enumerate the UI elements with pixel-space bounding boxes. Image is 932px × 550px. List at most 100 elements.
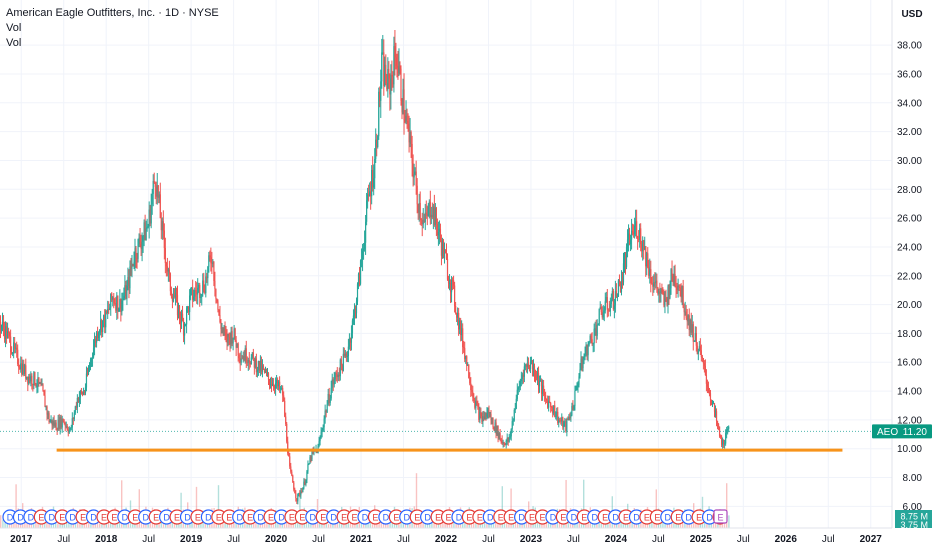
dividend-marker-icon[interactable]: D bbox=[399, 509, 415, 525]
svg-text:E: E bbox=[247, 513, 253, 523]
svg-text:E: E bbox=[644, 513, 650, 523]
candle-body bbox=[462, 328, 464, 348]
candle-body bbox=[333, 379, 335, 385]
dividend-marker-icon[interactable]: D bbox=[65, 509, 81, 525]
candle-body bbox=[5, 326, 8, 339]
candle-body bbox=[589, 335, 591, 342]
candle-body bbox=[621, 280, 624, 283]
candle-body bbox=[486, 413, 488, 417]
candle-body bbox=[83, 391, 86, 393]
time-tick-label: 2026 bbox=[775, 534, 798, 545]
candle-body bbox=[158, 194, 160, 198]
candle-body bbox=[56, 430, 58, 431]
candle-body bbox=[344, 353, 346, 356]
candle-body bbox=[419, 203, 421, 219]
candle-body bbox=[224, 328, 226, 333]
candle-body bbox=[41, 384, 43, 386]
earnings-marker-icon[interactable]: E bbox=[294, 509, 310, 525]
candle-body bbox=[530, 360, 533, 363]
candle-body bbox=[381, 52, 383, 82]
candle-body bbox=[84, 387, 87, 393]
candle-body bbox=[551, 406, 553, 408]
volume-bar bbox=[717, 520, 719, 528]
candle-body bbox=[715, 411, 718, 422]
candle-body bbox=[456, 312, 458, 318]
candle-body bbox=[179, 317, 182, 323]
candle-body bbox=[431, 214, 433, 218]
candle-body bbox=[346, 356, 348, 357]
candle-body bbox=[132, 263, 134, 265]
candle-body bbox=[719, 436, 722, 437]
volume-bar bbox=[239, 523, 242, 528]
candle-body bbox=[490, 414, 492, 421]
dividend-marker-icon[interactable]: D bbox=[357, 509, 373, 525]
candle-body bbox=[515, 398, 517, 409]
candle-body bbox=[647, 253, 649, 268]
candle-body bbox=[577, 384, 579, 386]
volume-bar bbox=[662, 519, 664, 528]
svg-text:D: D bbox=[706, 513, 713, 523]
candle-body bbox=[377, 136, 379, 147]
dividend-marker-icon[interactable]: D bbox=[587, 509, 603, 525]
earnings-marker-icon[interactable]: E bbox=[639, 509, 655, 525]
svg-text:E: E bbox=[195, 513, 201, 523]
candle-body bbox=[389, 78, 391, 95]
dividend-marker-icon[interactable]: D bbox=[23, 509, 39, 525]
volume-bar bbox=[455, 522, 457, 528]
earnings-marker-icon[interactable]: E bbox=[493, 509, 509, 525]
candle-body bbox=[238, 355, 240, 359]
candle-body bbox=[699, 346, 701, 351]
candle-body bbox=[401, 100, 403, 113]
candle-body bbox=[48, 413, 50, 423]
candle-body bbox=[639, 228, 641, 240]
candle-body bbox=[125, 285, 127, 299]
candle-body bbox=[0, 325, 3, 330]
svg-text:D: D bbox=[665, 513, 672, 523]
candle-body bbox=[148, 209, 150, 227]
candle-body bbox=[113, 297, 115, 304]
candle-body bbox=[71, 418, 73, 428]
volume-bar bbox=[266, 522, 268, 528]
earnings-marker-icon[interactable]: E bbox=[576, 509, 592, 525]
earnings-marker-icon[interactable]: E bbox=[367, 509, 384, 525]
candle-body bbox=[698, 346, 700, 351]
candle-body bbox=[660, 288, 662, 293]
candle-body bbox=[672, 275, 674, 283]
volume-bar bbox=[649, 520, 651, 528]
candle-body bbox=[387, 69, 389, 90]
candle-body bbox=[226, 335, 228, 343]
earnings-marker-icon[interactable]: E bbox=[618, 509, 634, 525]
candle-body bbox=[117, 295, 119, 312]
candle-body bbox=[292, 475, 294, 483]
volume-bar bbox=[385, 522, 387, 528]
volume-indicator-label[interactable]: Vol bbox=[6, 37, 22, 49]
candle-body bbox=[321, 430, 323, 433]
candle-body bbox=[391, 74, 393, 77]
candle-body bbox=[187, 306, 189, 309]
candle-body bbox=[591, 339, 593, 345]
dividend-marker-icon[interactable]: D bbox=[566, 509, 582, 525]
svg-text:E: E bbox=[80, 513, 86, 523]
time-tick-label: 2024 bbox=[605, 534, 628, 545]
dividend-marker-icon[interactable]: D bbox=[2, 509, 18, 525]
candle-body bbox=[607, 309, 609, 311]
candle-body bbox=[611, 290, 613, 301]
earnings-marker-icon[interactable]: E bbox=[524, 509, 540, 525]
candle-body bbox=[521, 374, 523, 379]
candle-body bbox=[150, 204, 152, 224]
time-tick-label: Jul bbox=[227, 534, 240, 545]
candle-body bbox=[674, 274, 676, 287]
svg-text:D: D bbox=[612, 513, 619, 523]
candle-body bbox=[573, 405, 575, 410]
candle-body bbox=[676, 287, 678, 291]
svg-text:D: D bbox=[424, 513, 431, 523]
candle-body bbox=[46, 406, 48, 415]
volume-indicator-label[interactable]: Vol bbox=[6, 22, 22, 34]
candle-body bbox=[242, 356, 244, 359]
candle-body bbox=[202, 280, 204, 295]
candle-body bbox=[537, 372, 540, 387]
volume-bar bbox=[415, 473, 418, 528]
volume-bar bbox=[479, 521, 481, 528]
upcoming-earnings-marker-icon[interactable]: E bbox=[713, 509, 728, 524]
